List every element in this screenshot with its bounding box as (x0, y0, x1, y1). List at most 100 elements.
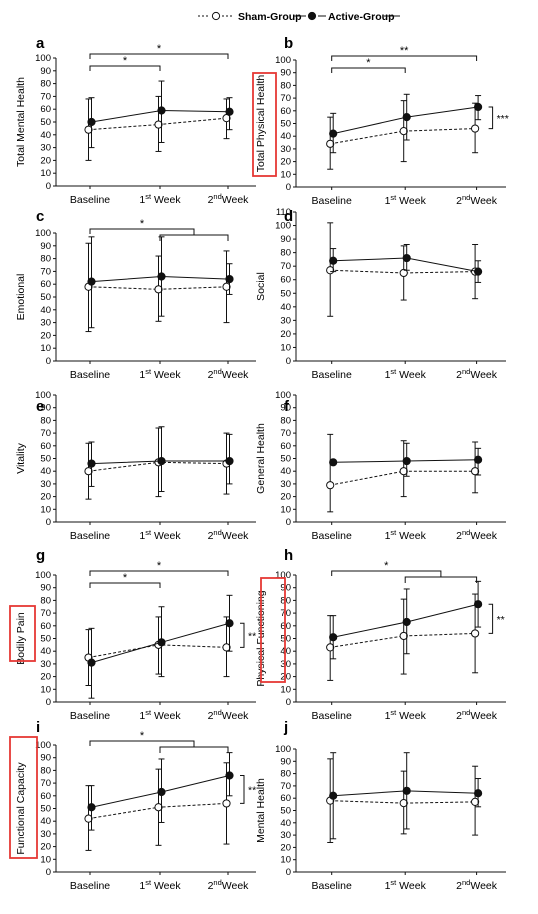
highlight-box (9, 605, 36, 662)
sham-data-point (399, 631, 408, 641)
x-tick-label: 1st Week (385, 193, 427, 207)
y-tick-label: 60 (40, 621, 51, 632)
significance-label: * (123, 55, 128, 67)
sham-series-line (330, 269, 476, 274)
x-tick-label: Baseline (312, 369, 352, 381)
y-tick-label: 10 (280, 855, 291, 866)
active-data-point (157, 272, 166, 281)
x-tick-label: Baseline (70, 530, 110, 542)
legend-active-marker (307, 11, 317, 21)
y-tick-label: 80 (40, 254, 51, 265)
significance-label: ** (400, 45, 409, 57)
x-tick-label: 2ndWeek (208, 192, 250, 206)
y-tick-label: 100 (275, 744, 291, 755)
panel-letter: j (283, 719, 288, 736)
y-tick-label: 0 (46, 867, 51, 878)
y-tick-label: 50 (280, 288, 291, 299)
significance-bracket (89, 570, 229, 576)
y-tick-label: 70 (40, 608, 51, 619)
side-significance-bracket (488, 106, 494, 130)
active-data-point (157, 456, 166, 466)
y-tick-label: 40 (280, 302, 291, 313)
x-tick-label: 2ndWeek (456, 708, 498, 722)
y-tick-label: 70 (40, 428, 51, 439)
sham-data-point (222, 799, 231, 808)
active-data-point (225, 107, 234, 116)
x-tick-label: 2ndWeek (208, 528, 250, 542)
active-data-point (157, 787, 166, 797)
y-tick-label: 90 (280, 68, 291, 79)
y-tick-label: 90 (280, 403, 291, 414)
y-tick-label: 0 (286, 867, 291, 878)
y-tick-label: 100 (275, 390, 291, 401)
x-tick-label: Baseline (70, 369, 110, 381)
y-tick-label: 20 (40, 155, 51, 166)
y-tick-label: 40 (40, 816, 51, 827)
y-tick-label: 0 (46, 356, 51, 367)
significance-label: * (140, 730, 145, 742)
y-tick-label: 30 (280, 144, 291, 155)
active-data-point (329, 256, 338, 265)
active-data-point (402, 253, 411, 263)
y-axis-label: Emotional (15, 274, 27, 321)
sham-data-point (326, 643, 335, 652)
sham-data-point (399, 799, 408, 808)
y-tick-label: 40 (280, 131, 291, 142)
active-data-point (157, 638, 166, 647)
y-tick-label: 100 (35, 53, 51, 64)
y-tick-label: 40 (40, 305, 51, 316)
x-tick-label: 2ndWeek (208, 367, 250, 381)
y-tick-label: 30 (40, 829, 51, 840)
sham-series-line (330, 128, 476, 145)
x-tick-label: Baseline (312, 530, 352, 542)
highlight-box (9, 736, 38, 859)
y-tick-label: 70 (280, 428, 291, 439)
y-tick-label: 40 (280, 466, 291, 477)
sham-data-point (222, 114, 231, 123)
y-tick-label: 0 (46, 181, 51, 192)
y-tick-label: 50 (40, 804, 51, 815)
y-tick-label: 70 (280, 781, 291, 792)
y-tick-label: 10 (40, 343, 51, 354)
active-data-point (225, 619, 234, 628)
y-tick-label: 30 (280, 830, 291, 841)
y-tick-label: 20 (40, 492, 51, 503)
active-data-point (87, 117, 96, 127)
panel-letter: i (36, 719, 40, 736)
active-data-point (402, 617, 411, 627)
panel-letter: e (36, 398, 44, 415)
x-tick-label: 1st Week (385, 708, 427, 722)
significance-label: * (384, 560, 389, 572)
y-tick-label: 60 (40, 791, 51, 802)
x-tick-label: Baseline (70, 710, 110, 722)
significance-sub-bracket (404, 576, 478, 583)
active-data-point (87, 277, 96, 286)
y-tick-label: 60 (280, 106, 291, 117)
x-tick-label: 2ndWeek (456, 878, 498, 892)
y-axis-label: Vitality (15, 442, 27, 473)
active-data-point (329, 791, 338, 800)
active-data-point (329, 633, 338, 642)
active-data-point (87, 658, 96, 667)
y-axis-label: Total Mental Health (15, 77, 27, 167)
y-tick-label: 90 (40, 241, 51, 252)
y-tick-label: 0 (46, 517, 51, 528)
active-data-point (225, 771, 234, 780)
y-tick-label: 80 (280, 80, 291, 91)
active-data-point (474, 102, 483, 112)
significance-label: * (157, 560, 162, 572)
panel-letter: h (284, 547, 293, 564)
y-tick-label: 30 (40, 659, 51, 670)
side-significance-label: ** (248, 630, 256, 642)
y-tick-label: 50 (280, 806, 291, 817)
y-tick-label: 10 (280, 684, 291, 695)
y-tick-label: 10 (40, 684, 51, 695)
x-tick-label: 2ndWeek (456, 367, 498, 381)
active-data-point (87, 459, 96, 468)
significance-bracket (89, 65, 161, 71)
significance-bracket (331, 55, 478, 61)
y-tick-label: 20 (40, 330, 51, 341)
